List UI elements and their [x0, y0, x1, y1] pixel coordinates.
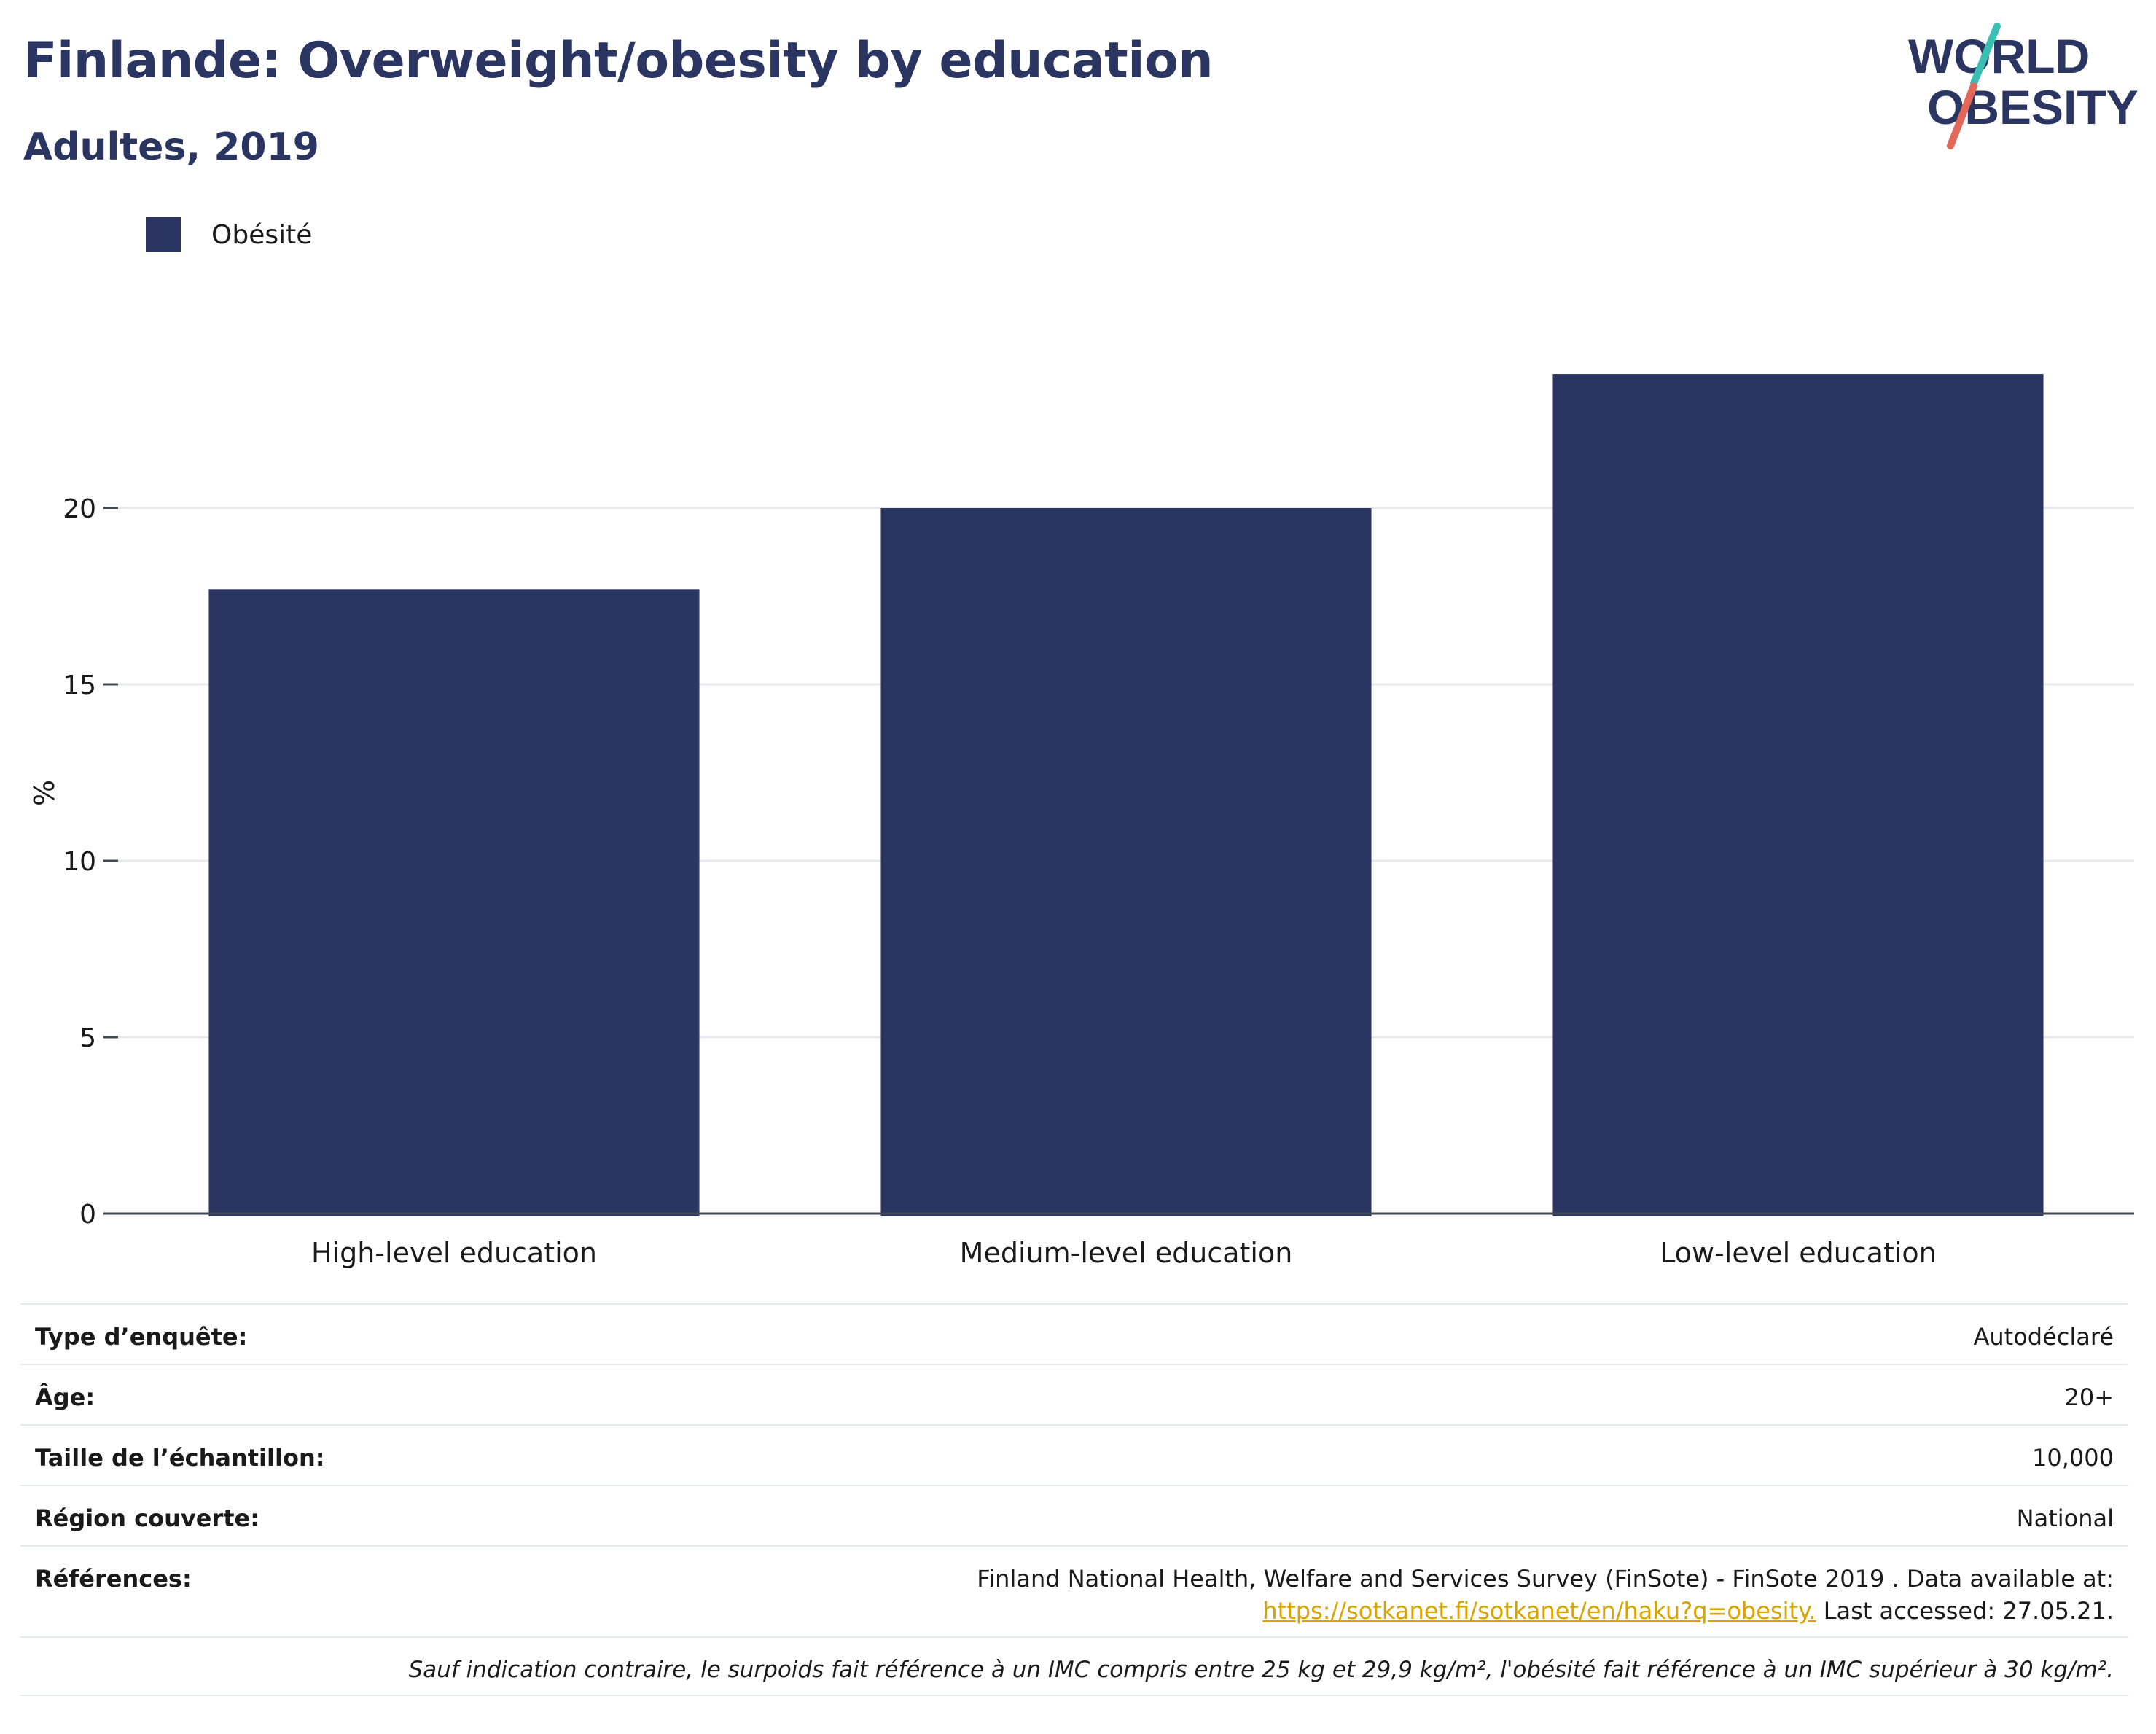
legend-swatch-obesity: [146, 217, 181, 252]
chart-title: Finlande: Overweight/obesity by educatio…: [23, 32, 1214, 90]
y-tick-labels: 0 5 10 15 20: [63, 494, 118, 1230]
references-accessed: Last accessed: 27.05.21.: [1816, 1597, 2114, 1625]
logo-word-world: WORLD: [1908, 29, 2090, 83]
bar-chart: 0 5 10 15 20 High-level education Medium-leve…: [28, 374, 2134, 1269]
survey-type-value: Autodéclaré: [1973, 1323, 2114, 1351]
y-tick-label-10: 10: [63, 847, 96, 877]
x-tick-label-medium-level-education: Medium-level education: [960, 1237, 1293, 1269]
references-value: Finland National Health, Welfare and Ser…: [977, 1563, 2114, 1627]
info-row-region: Région couverte: National: [20, 1485, 2128, 1545]
region-label: Région couverte:: [35, 1504, 259, 1532]
bars: [208, 374, 2044, 1216]
survey-type-label: Type d’enquête:: [35, 1323, 248, 1351]
chart-subtitle: Adultes, 2019: [23, 125, 319, 169]
region-value: National: [2016, 1504, 2114, 1532]
references-label: Références:: [35, 1565, 192, 1593]
info-row-sample-size: Taille de l’échantillon: 10,000: [20, 1424, 2128, 1485]
y-tick-label-0: 0: [79, 1200, 96, 1230]
age-label: Âge:: [35, 1383, 95, 1411]
bar-high-level-education[interactable]: [208, 589, 700, 1216]
y-tick-label-20: 20: [63, 494, 96, 524]
definition-note: Sauf indication contraire, le surpoids f…: [408, 1657, 2114, 1683]
sample-size-label: Taille de l’échantillon:: [35, 1444, 325, 1472]
logo-slash-teal: [1970, 23, 2001, 87]
info-row-note: Sauf indication contraire, le surpoids f…: [20, 1636, 2128, 1696]
legend[interactable]: Obésité: [146, 217, 312, 252]
references-text: Finland National Health, Welfare and Ser…: [977, 1565, 2114, 1593]
info-row-survey-type: Type d’enquête: Autodéclaré: [20, 1303, 2128, 1364]
bar-low-level-education[interactable]: [1552, 374, 2044, 1216]
sample-size-value: 10,000: [2032, 1444, 2114, 1472]
x-tick-label-high-level-education: High-level education: [311, 1237, 597, 1269]
info-row-age: Âge: 20+: [20, 1364, 2128, 1424]
world-obesity-logo: WORLD OBESITY: [1908, 23, 2139, 149]
x-tick-labels: High-level education Medium-level educati…: [311, 1237, 1937, 1269]
y-tick-label-15: 15: [63, 671, 96, 700]
x-tick-label-low-level-education: Low-level education: [1660, 1237, 1937, 1269]
y-axis-label: %: [28, 780, 60, 806]
logo-slash-red: [1947, 82, 1977, 149]
age-value: 20+: [2064, 1383, 2114, 1411]
info-table: Type d’enquête: Autodéclaré Âge: 20+ Tai…: [20, 1303, 2128, 1696]
y-tick-label-5: 5: [79, 1023, 96, 1053]
references-link[interactable]: https://sotkanet.fi/sotkanet/en/haku?q=o…: [1262, 1597, 1816, 1625]
legend-label-obesity: Obésité: [211, 219, 313, 250]
info-row-references: Références: Finland National Health, Wel…: [20, 1545, 2128, 1636]
bar-medium-level-education[interactable]: [880, 508, 1372, 1216]
